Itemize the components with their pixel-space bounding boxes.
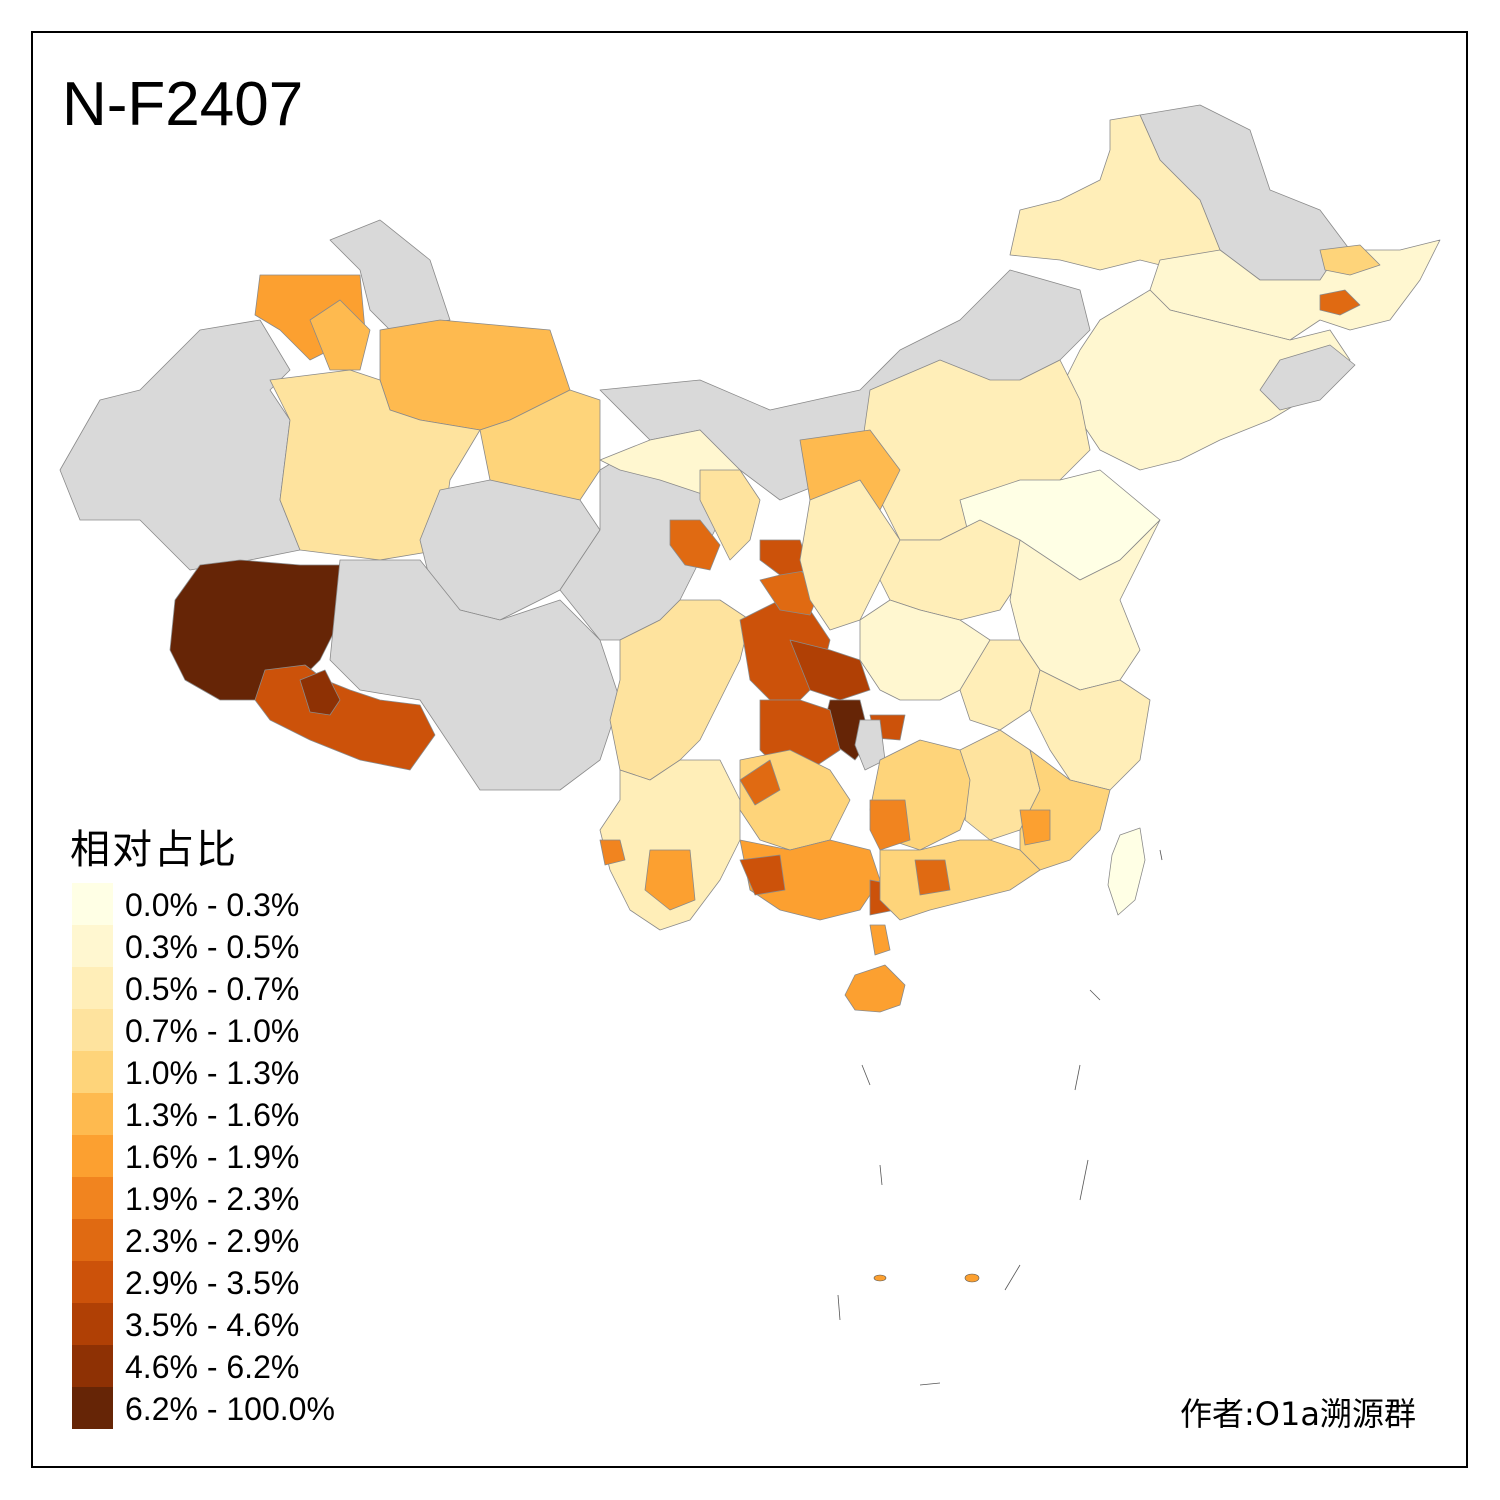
legend-label: 2.3% - 2.9% bbox=[125, 1223, 300, 1259]
legend-label: 2.9% - 3.5% bbox=[125, 1265, 300, 1301]
legend-label: 1.6% - 1.9% bbox=[125, 1139, 300, 1175]
legend-swatch bbox=[72, 1009, 113, 1051]
region-guangdong bbox=[879, 839, 1041, 921]
legend-title: 相对占比 bbox=[70, 827, 238, 873]
legend-label: 0.7% - 1.0% bbox=[125, 1013, 300, 1049]
region-liaoning-east bbox=[1259, 344, 1356, 411]
legend-swatch bbox=[72, 925, 113, 967]
region-bijie bbox=[739, 759, 781, 806]
region-dehong bbox=[599, 839, 626, 866]
region-xishuangbanna bbox=[644, 849, 696, 911]
region-mudanjiang bbox=[1319, 289, 1361, 316]
region-shaoyang bbox=[869, 799, 911, 851]
region-hanzhong bbox=[759, 539, 811, 576]
region-lanzhou bbox=[699, 469, 761, 561]
region-jiamusi bbox=[1319, 244, 1381, 276]
region-taiwan bbox=[1107, 827, 1146, 916]
region-tacheng bbox=[309, 299, 371, 371]
legend-swatch bbox=[72, 1387, 113, 1429]
region-changji bbox=[269, 369, 481, 561]
region-guangzhou bbox=[914, 859, 951, 896]
legend-label: 0.0% - 0.3% bbox=[125, 887, 300, 923]
legend-label: 0.5% - 0.7% bbox=[125, 971, 300, 1007]
region-shaanxi bbox=[799, 479, 901, 631]
legend-swatch bbox=[72, 967, 113, 1009]
region-tibet-east bbox=[329, 559, 621, 791]
legend-label: 1.3% - 1.6% bbox=[125, 1097, 300, 1133]
legend-label: 1.9% - 2.3% bbox=[125, 1181, 300, 1217]
author-credit: 作者:O1a溯源群 bbox=[1180, 1395, 1416, 1433]
region-henan bbox=[879, 519, 1021, 621]
legend-swatch bbox=[72, 1051, 113, 1093]
legend-swatch bbox=[72, 1261, 113, 1303]
region-chengdu bbox=[789, 639, 871, 701]
region-ganzhou bbox=[1019, 809, 1051, 846]
map-title: N-F2407 bbox=[62, 70, 304, 139]
legend-label: 3.5% - 4.6% bbox=[125, 1307, 300, 1343]
region-ngari bbox=[169, 559, 346, 701]
region-nagqu bbox=[299, 669, 341, 716]
legend-swatch bbox=[72, 1303, 113, 1345]
map-frame bbox=[31, 31, 1468, 1468]
region-haixi bbox=[669, 519, 721, 571]
region-jiangsu bbox=[1009, 519, 1161, 691]
legend-label: 4.6% - 6.2% bbox=[125, 1349, 300, 1385]
region-hainan bbox=[844, 964, 906, 1013]
legend-label: 0.3% - 0.5% bbox=[125, 929, 300, 965]
legend-swatch bbox=[72, 1345, 113, 1387]
region-sichuan-west bbox=[609, 599, 751, 781]
legend-swatch bbox=[72, 883, 113, 925]
legend-swatch bbox=[72, 1177, 113, 1219]
region-leizhou bbox=[869, 924, 891, 956]
region-baise bbox=[739, 854, 786, 896]
region-yunnan bbox=[599, 759, 741, 931]
region-anhui bbox=[959, 639, 1041, 731]
legend-label: 1.0% - 1.3% bbox=[125, 1055, 300, 1091]
region-bayingol bbox=[419, 479, 601, 621]
region-xinjiang-west bbox=[59, 319, 301, 571]
legend-swatch bbox=[72, 1219, 113, 1261]
region-wuhan-lake bbox=[854, 719, 886, 771]
legend-label: 6.2% - 100.0% bbox=[125, 1391, 335, 1427]
region-hulunbuir bbox=[1009, 114, 1221, 271]
legend-swatch bbox=[72, 1135, 113, 1177]
legend-swatch bbox=[72, 1093, 113, 1135]
region-zhejiang bbox=[1029, 669, 1151, 791]
